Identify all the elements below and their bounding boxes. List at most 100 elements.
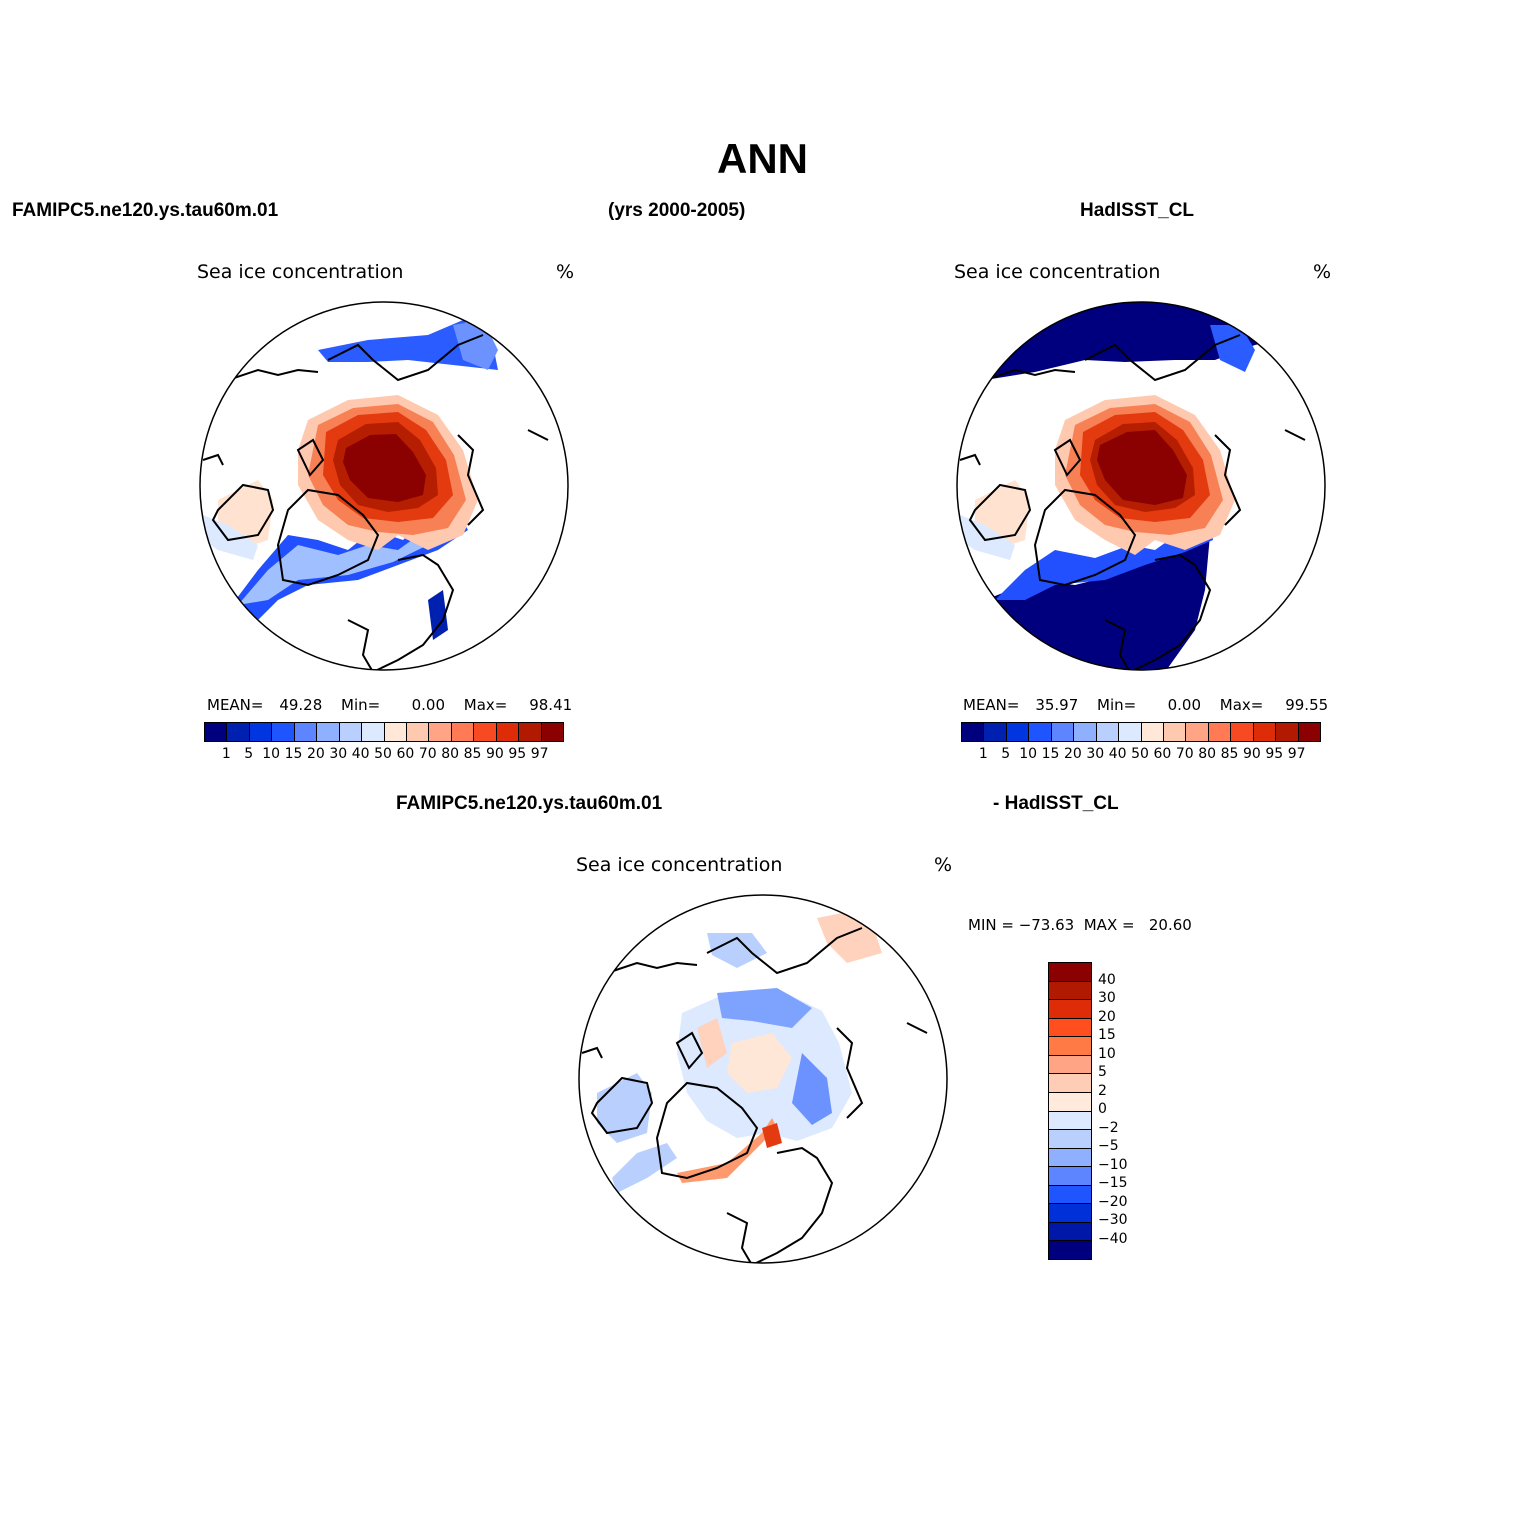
obs-panel-label: Sea ice concentration [954, 261, 1161, 283]
colorbar-swatch [1049, 1055, 1091, 1075]
colorbar-swatch [272, 723, 295, 741]
model-max-value: 98.41 [529, 696, 573, 714]
obs-polar-map [956, 301, 1326, 671]
header-obs-case: HadISST_CL [1080, 200, 1195, 221]
colorbar-swatch [496, 723, 520, 741]
figure-title: ANN [717, 135, 808, 182]
colorbar-swatch [1231, 723, 1254, 741]
colorbar-swatch [1208, 723, 1232, 741]
obs-max-value: 99.55 [1285, 696, 1329, 714]
colorbar-swatch [474, 723, 497, 741]
colorbar-tick-label: 2 [1098, 1082, 1107, 1099]
colorbar-tick-label: 40 [1108, 746, 1127, 762]
colorbar-tick-label: 85 [1220, 746, 1239, 762]
colorbar-tick-label: 97 [1287, 746, 1306, 762]
colorbar-tick-label: 5 [1098, 1064, 1107, 1080]
colorbar-tick-label: 50 [1131, 746, 1149, 762]
colorbar-tick-label: 50 [374, 746, 392, 762]
colorbar-tick-label: 95 [1265, 746, 1284, 762]
colorbar-swatch [1049, 1018, 1091, 1038]
model-mean-label: MEAN= [207, 696, 264, 714]
model-min-label: Min= [341, 696, 381, 714]
colorbar-swatch [1049, 1130, 1091, 1149]
colorbar-tick-label: 30 [1086, 746, 1105, 762]
obs-colorbar [961, 722, 1321, 742]
obs-max-label: Max= [1219, 696, 1264, 714]
colorbar-tick-label: 60 [396, 746, 415, 762]
colorbar-tick-label: 10 [262, 746, 281, 762]
colorbar-swatch [205, 723, 228, 741]
colorbar-swatch [984, 723, 1007, 741]
colorbar-swatch [294, 723, 318, 741]
colorbar-tick-label: 20 [306, 746, 325, 762]
model-panel-units: % [556, 261, 575, 283]
colorbar-swatch [1049, 1148, 1091, 1168]
colorbar-swatch [451, 723, 475, 741]
colorbar-tick-label: −20 [1098, 1193, 1128, 1210]
obs-min-value: 0.00 [1167, 696, 1202, 714]
diff-polar-map [578, 894, 948, 1264]
colorbar-tick-label: 90 [1242, 746, 1261, 762]
colorbar-swatch [1049, 1092, 1091, 1112]
colorbar-swatch [339, 723, 363, 741]
colorbar-tick-label: 10 [1098, 1045, 1116, 1062]
colorbar-swatch [1074, 723, 1097, 741]
colorbar-swatch [384, 723, 407, 741]
colorbar-tick-label: 97 [530, 746, 549, 762]
colorbar-tick-label: 0 [1098, 1101, 1107, 1117]
colorbar-swatch [962, 723, 985, 741]
colorbar-swatch [227, 723, 250, 741]
colorbar-swatch [1049, 1204, 1091, 1223]
colorbar-swatch [1029, 723, 1052, 741]
colorbar-swatch [1096, 723, 1120, 741]
obs-panel-units: % [1313, 261, 1332, 283]
colorbar-tick-label: 70 [418, 746, 437, 762]
colorbar-swatch [429, 723, 452, 741]
colorbar-swatch [317, 723, 340, 741]
colorbar-swatch [1049, 981, 1091, 1001]
colorbar-tick-label: 15 [1041, 746, 1060, 762]
colorbar-tick-label: 80 [1198, 746, 1217, 762]
model-colorbar [204, 722, 564, 742]
colorbar-swatch [1119, 723, 1142, 741]
model-polar-map [199, 301, 569, 671]
header-model-case: FAMIPC5.ne120.ys.tau60m.01 [12, 200, 279, 221]
colorbar-tick-label: 30 [1098, 990, 1116, 1006]
diff-panel-units: % [934, 854, 953, 876]
colorbar-tick-label: 10 [1019, 746, 1038, 762]
colorbar-swatch [1006, 723, 1030, 741]
model-panel-label: Sea ice concentration [197, 261, 404, 283]
colorbar-swatch [1276, 723, 1299, 741]
model-mean-value: 49.28 [279, 696, 323, 714]
colorbar-swatch [1049, 1241, 1091, 1259]
colorbar-swatch [1049, 1000, 1091, 1019]
colorbar-swatch [1163, 723, 1187, 741]
colorbar-tick-label: −2 [1098, 1119, 1119, 1136]
header-years: (yrs 2000-2005) [608, 200, 746, 221]
colorbar-tick-label: 80 [441, 746, 460, 762]
colorbar-tick-label: 70 [1175, 746, 1194, 762]
colorbar-tick-label: 20 [1063, 746, 1082, 762]
colorbar-swatch [1049, 1222, 1091, 1242]
colorbar-swatch [1049, 1074, 1091, 1093]
colorbar-swatch [1253, 723, 1277, 741]
colorbar-swatch [1186, 723, 1209, 741]
colorbar-tick-label: 90 [485, 746, 504, 762]
obs-min-label: Min= [1097, 696, 1137, 714]
model-max-label: Max= [463, 696, 508, 714]
colorbar-tick-label: 85 [463, 746, 482, 762]
diff-header-right: - HadISST_CL [993, 793, 1119, 814]
colorbar-swatch [1141, 723, 1164, 741]
colorbar-tick-label: −10 [1098, 1156, 1128, 1173]
obs-mean-value: 35.97 [1035, 696, 1079, 714]
colorbar-swatch [1049, 1167, 1091, 1186]
diff-min-max: MIN = −73.63 MAX = 20.60 [968, 916, 1192, 934]
colorbar-tick-label: −30 [1098, 1212, 1128, 1228]
colorbar-swatch [1049, 1037, 1091, 1056]
colorbar-swatch [362, 723, 385, 741]
colorbar-tick-label: 40 [1098, 971, 1116, 988]
colorbar-tick-label: −15 [1098, 1175, 1128, 1191]
colorbar-tick-label: 5 [1001, 746, 1011, 762]
diff-colorbar [1048, 962, 1092, 1260]
colorbar-swatch [1049, 1185, 1091, 1205]
